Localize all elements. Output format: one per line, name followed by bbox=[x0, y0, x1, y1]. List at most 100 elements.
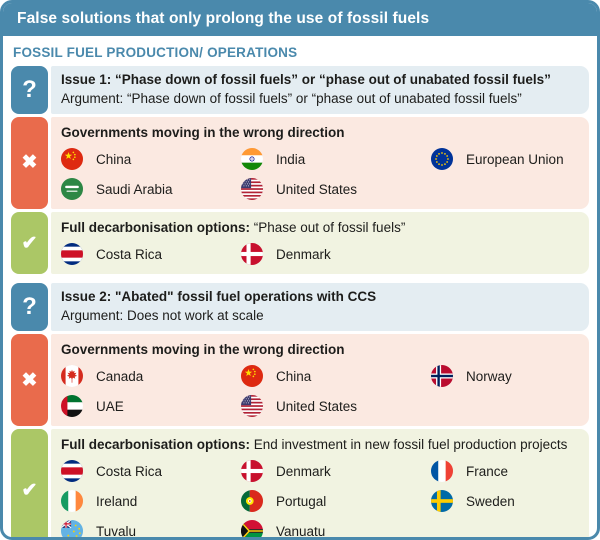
country-item: Denmark bbox=[241, 239, 431, 269]
country-item: United States bbox=[241, 391, 431, 421]
decarbonisation-heading-bold: Full decarbonisation options: bbox=[61, 220, 250, 235]
page-title: False solutions that only prolong the us… bbox=[3, 3, 597, 36]
country-item: European Union bbox=[431, 144, 579, 174]
country-name: Saudi Arabia bbox=[96, 181, 173, 197]
country-name: European Union bbox=[466, 151, 564, 167]
issue-header-content: Issue 1: “Phase down of fossil fuels” or… bbox=[51, 66, 589, 114]
flag-china-icon bbox=[61, 148, 83, 170]
question-icon: ? bbox=[11, 66, 48, 114]
flag-vanuatu-icon bbox=[241, 520, 263, 537]
decarbonisation-content: Full decarbonisation options: “Phase out… bbox=[51, 212, 589, 275]
country-item: Vanuatu bbox=[241, 516, 431, 539]
country-name: Vanuatu bbox=[276, 523, 326, 539]
decarbonisation-row: ✔ Full decarbonisation options: “Phase ou… bbox=[11, 212, 589, 275]
issue-header-row: ? Issue 1: “Phase down of fossil fuels” o… bbox=[11, 66, 589, 114]
country-item: Norway bbox=[431, 361, 579, 391]
wrong-direction-content: Governments moving in the wrong directio… bbox=[51, 334, 589, 427]
issue-header-row: ? Issue 2: "Abated" fossil fuel operation… bbox=[11, 283, 589, 331]
flag-denmark-icon bbox=[241, 243, 263, 266]
country-name: Ireland bbox=[96, 493, 138, 509]
check-icon: ✔ bbox=[11, 212, 48, 275]
cross-icon: ✖ bbox=[11, 334, 48, 427]
flag-uae-icon bbox=[61, 395, 83, 418]
country-name: France bbox=[466, 463, 509, 479]
country-item: India bbox=[241, 144, 431, 174]
country-item: China bbox=[61, 144, 241, 174]
country-name: Portugal bbox=[276, 493, 327, 509]
country-grid: Costa Rica Denmark France Ireland Portugal Sw… bbox=[61, 454, 579, 539]
decarbonisation-heading-rest: “Phase out of fossil fuels” bbox=[250, 220, 406, 235]
section-header: FOSSIL FUEL PRODUCTION/ OPERATIONS bbox=[13, 45, 298, 60]
country-item: United States bbox=[241, 174, 431, 204]
flag-portugal-icon bbox=[241, 490, 263, 513]
wrong-direction-heading: Governments moving in the wrong directio… bbox=[61, 122, 579, 142]
country-name: Costa Rica bbox=[96, 463, 163, 479]
country-name: Canada bbox=[96, 368, 144, 384]
flag-norway-icon bbox=[431, 365, 453, 388]
wrong-direction-row: ✖ Governments moving in the wrong directi… bbox=[11, 334, 589, 427]
flag-costa-rica-icon bbox=[61, 460, 83, 483]
cross-icon: ✖ bbox=[11, 116, 48, 209]
check-icon: ✔ bbox=[11, 429, 48, 537]
country-name: Denmark bbox=[276, 246, 331, 262]
decarbonisation-heading: Full decarbonisation options: End invest… bbox=[61, 434, 579, 454]
country-name: United States bbox=[276, 181, 358, 197]
issue-block: ? Issue 1: “Phase down of fossil fuels” o… bbox=[11, 66, 589, 275]
flag-china-icon bbox=[241, 365, 263, 388]
wrong-direction-row: ✖ Governments moving in the wrong directi… bbox=[11, 116, 589, 209]
country-item: France bbox=[431, 456, 579, 486]
country-item: Ireland bbox=[61, 486, 241, 516]
country-name: Costa Rica bbox=[96, 246, 163, 262]
flag-costa-rica-icon bbox=[61, 243, 83, 266]
country-name: Norway bbox=[466, 368, 512, 384]
flag-united-states-icon bbox=[241, 395, 263, 418]
country-item: UAE bbox=[61, 391, 241, 421]
country-item: Saudi Arabia bbox=[61, 174, 241, 204]
country-item: Tuvalu bbox=[61, 516, 241, 539]
flag-sweden-icon bbox=[431, 490, 453, 513]
country-grid: Canada China Norway UAE United States bbox=[61, 359, 579, 421]
decarbonisation-heading-bold: Full decarbonisation options: bbox=[61, 437, 250, 453]
decarbonisation-heading-rest: End investment in new fossil fuel produc… bbox=[250, 437, 568, 453]
flag-tuvalu-icon bbox=[61, 520, 83, 537]
decarbonisation-content: Full decarbonisation options: End invest… bbox=[51, 429, 589, 539]
issues-container: ? Issue 1: “Phase down of fossil fuels” o… bbox=[3, 66, 597, 539]
issue-block: ? Issue 2: "Abated" fossil fuel operation… bbox=[11, 283, 589, 539]
issue-title: Issue 2: "Abated" fossil fuel operations… bbox=[61, 289, 377, 305]
flag-denmark-icon bbox=[241, 460, 263, 483]
country-name: Tuvalu bbox=[96, 523, 137, 539]
wrong-direction-content: Governments moving in the wrong directio… bbox=[51, 116, 589, 209]
decarbonisation-row: ✔ Full decarbonisation options: End inves… bbox=[11, 429, 589, 539]
flag-ireland-icon bbox=[61, 490, 83, 513]
country-name: India bbox=[276, 151, 306, 167]
country-name: China bbox=[96, 151, 132, 167]
country-grid: China India European Union Saudi Arabia Unit… bbox=[61, 142, 579, 204]
flag-canada-icon bbox=[61, 365, 83, 388]
country-name: China bbox=[276, 368, 312, 384]
issue-title: Issue 1: “Phase down of fossil fuels” or… bbox=[61, 72, 551, 87]
flag-france-icon bbox=[431, 460, 453, 483]
country-item: China bbox=[241, 361, 431, 391]
country-item: Costa Rica bbox=[61, 456, 241, 486]
country-name: United States bbox=[276, 398, 358, 414]
country-item: Costa Rica bbox=[61, 239, 241, 269]
issue-argument: Argument: “Phase down of fossil fuels” o… bbox=[61, 90, 522, 106]
issue-argument: Argument: Does not work at scale bbox=[61, 308, 264, 324]
question-icon: ? bbox=[11, 283, 48, 331]
country-item: Sweden bbox=[431, 486, 579, 516]
country-item: Canada bbox=[61, 361, 241, 391]
flag-india-icon bbox=[241, 148, 263, 170]
country-name: Denmark bbox=[276, 463, 331, 479]
issue-header-content: Issue 2: "Abated" fossil fuel operations… bbox=[51, 283, 589, 331]
country-name: UAE bbox=[96, 398, 124, 414]
flag-saudi-arabia-icon bbox=[61, 178, 83, 200]
country-name: Sweden bbox=[466, 493, 515, 509]
flag-united-states-icon bbox=[241, 178, 263, 200]
country-item: Denmark bbox=[241, 456, 431, 486]
wrong-direction-heading-text: Governments moving in the wrong directio… bbox=[61, 342, 345, 357]
decarbonisation-heading: Full decarbonisation options: “Phase out… bbox=[61, 217, 579, 237]
flag-eu-icon bbox=[431, 148, 453, 170]
country-item: Portugal bbox=[241, 486, 431, 516]
wrong-direction-heading-text: Governments moving in the wrong directio… bbox=[61, 124, 345, 140]
